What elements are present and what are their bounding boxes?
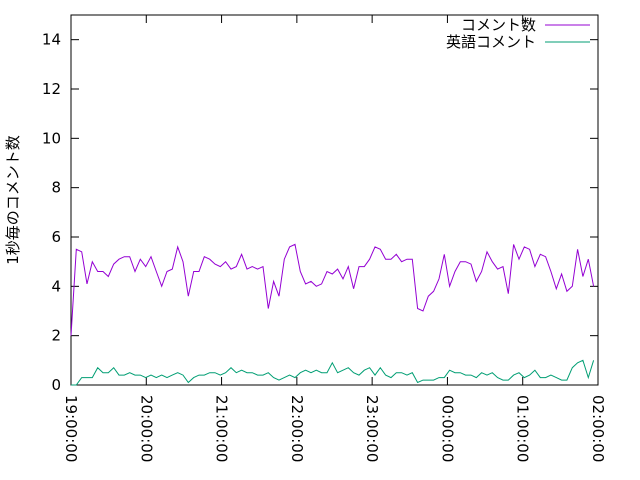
series-line-1: [71, 359, 595, 386]
y-tick-label: 6: [51, 228, 61, 246]
series-line-0: [70, 243, 595, 336]
x-tick-label: 00:00:00: [438, 395, 456, 462]
x-tick-label: 20:00:00: [137, 395, 155, 462]
legend: コメント数 英語コメント: [446, 16, 590, 51]
x-tick-label: 19:00:00: [62, 395, 80, 462]
x-tick-label: 02:00:00: [589, 395, 607, 462]
y-tick-label: 14: [42, 31, 61, 49]
y-axis-label: 1秒毎のコメント数: [4, 135, 22, 265]
y-tick-label: 10: [42, 129, 61, 147]
x-tick-label: 01:00:00: [514, 395, 532, 462]
plot-border: [70, 14, 599, 386]
y-tick-label: 12: [42, 80, 61, 98]
y-tick-label: 2: [51, 327, 61, 345]
legend-label-1: 英語コメント: [446, 33, 536, 51]
x-tick-label: 23:00:00: [363, 395, 381, 462]
series-layer: [70, 243, 595, 386]
axes: 0 2 4 6 8 10 12 14 19:00:00 20:00:00 21:00:00 22:00…: [42, 14, 607, 462]
x-tick-label: 22:00:00: [288, 395, 306, 462]
y-tick-label: 4: [51, 277, 61, 295]
x-tick-label: 21:00:00: [213, 395, 231, 462]
y-tick-label: 8: [51, 179, 61, 197]
legend-label-0: コメント数: [461, 16, 536, 34]
y-tick-label: 0: [51, 376, 61, 394]
